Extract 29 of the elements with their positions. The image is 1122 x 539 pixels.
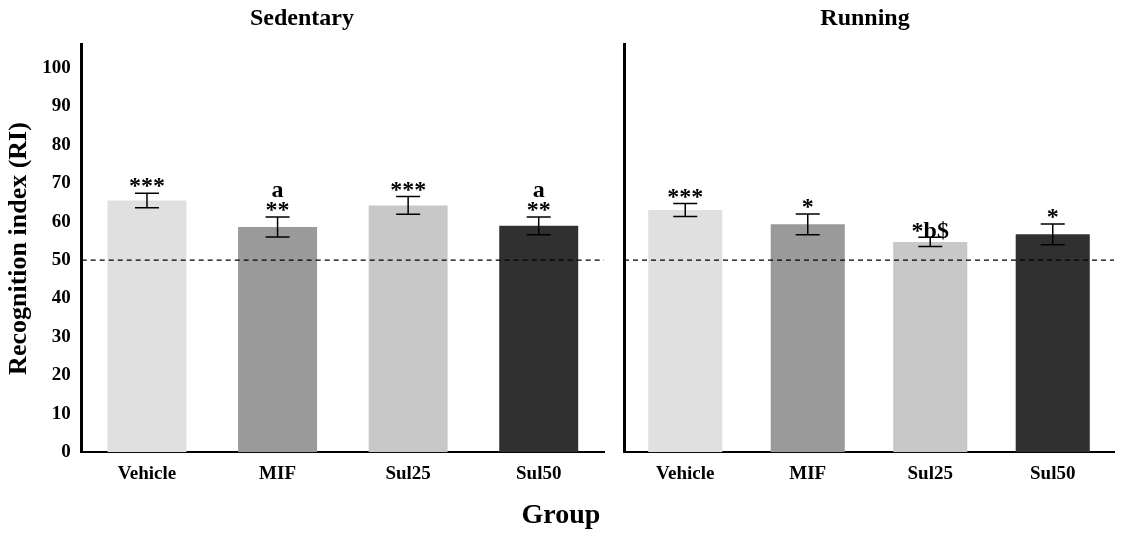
y-tick-label: 50 <box>51 247 71 269</box>
x-tick-label: MIF <box>259 461 297 483</box>
y-tick-label: 70 <box>51 171 71 193</box>
y-tick-label: 100 <box>42 55 71 77</box>
annotation: * <box>1046 203 1059 230</box>
y-tick-label: 20 <box>51 363 71 385</box>
annotation: *** <box>390 175 427 202</box>
y-tick-label: 30 <box>51 324 71 346</box>
y-tick-label: 40 <box>51 286 71 308</box>
chart-title: Sedentary <box>250 3 354 30</box>
x-tick-label: Sul25 <box>385 461 431 483</box>
annotation: *** <box>667 182 704 209</box>
y-tick-label: 60 <box>51 209 71 231</box>
x-tick-label: Vehicle <box>117 461 177 483</box>
annotation: * <box>801 193 814 220</box>
x-tick-label: Sul50 <box>516 461 562 483</box>
x-tick-label: MIF <box>789 461 827 483</box>
y-tick-label: 0 <box>61 440 71 462</box>
y-tick-label: 80 <box>51 132 71 154</box>
x-tick-label: Vehicle <box>656 461 715 483</box>
x-tick-label: Sul25 <box>907 461 953 483</box>
x-tick-label: Sul50 <box>1030 461 1076 483</box>
y-axis-title: Recognition index (RI) <box>3 122 33 375</box>
annotation: *** <box>128 172 165 199</box>
chart-title: Running <box>820 3 910 30</box>
y-tick-label: 90 <box>51 94 71 116</box>
y-tick-label: 10 <box>51 401 71 423</box>
x-axis-title: Group <box>520 498 602 530</box>
annotation: *b$ <box>911 216 949 243</box>
